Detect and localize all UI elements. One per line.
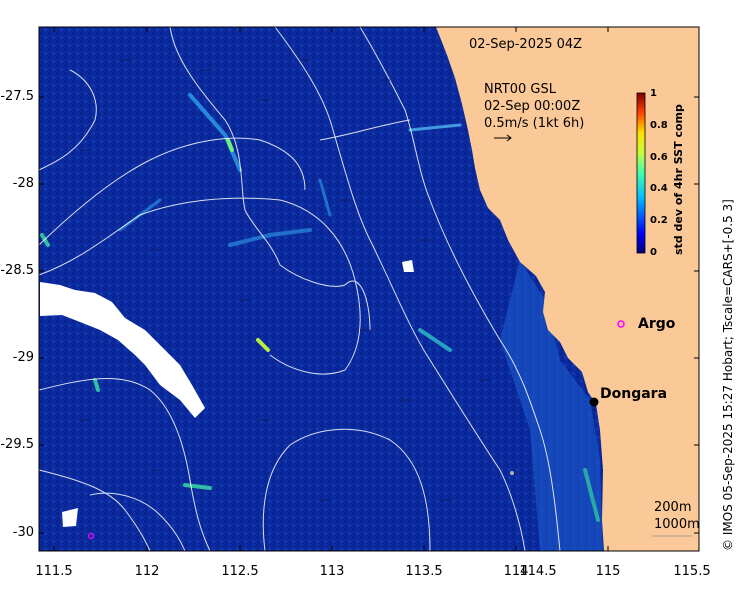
colorbar-tick: 0.6	[650, 152, 668, 163]
x-tick-label: 111.5	[35, 564, 73, 579]
x-tick-label: 113.5	[405, 564, 443, 579]
current-source-label: NRT00 GSL	[484, 82, 556, 97]
y-tick-label: -30	[12, 525, 34, 540]
current-time-label: 02-Sep 00:00Z	[484, 99, 581, 114]
argo-marker-secondary	[87, 532, 95, 540]
cloud-gap	[402, 260, 414, 272]
float-marker	[510, 471, 514, 475]
x-tick-label: 115.5	[673, 564, 711, 579]
x-tick-label: 113	[319, 564, 345, 579]
cloud-gap	[40, 282, 205, 418]
bathymetry-contours	[38, 26, 561, 552]
credit-footer: © IMOS 05-Sep-2025 15:27 Hobart; Tscale=…	[721, 199, 735, 551]
x-tick-label: 112.5	[221, 564, 259, 579]
cloud-gap	[62, 508, 78, 527]
dongara-marker	[589, 397, 599, 407]
argo-marker	[617, 320, 625, 328]
y-tick-label: -29	[12, 350, 34, 365]
land-mass	[436, 27, 699, 551]
y-tick-label: -27.5	[0, 89, 34, 104]
y-tick-label: -29.5	[0, 437, 34, 452]
contour-legend-1000m: 1000m	[654, 517, 700, 532]
x-tick-label: 115	[595, 564, 621, 579]
colorbar-tick: 0.2	[650, 215, 668, 226]
x-tick-label: 112	[134, 564, 160, 579]
place-label-dongara: Dongara	[600, 386, 668, 402]
colorbar-title: std dev of 4hr SST comp	[672, 104, 685, 255]
y-tick-label: -28.5	[0, 263, 34, 278]
colorbar-tick: 0.8	[650, 120, 668, 131]
x-tick-label: 114	[503, 564, 529, 579]
current-vectors	[80, 59, 490, 501]
colorbar-tick: 0.4	[650, 183, 668, 194]
current-scale-arrow	[494, 134, 512, 142]
place-label-argo: Argo	[638, 316, 676, 332]
contour-legend-200m: 200m	[654, 500, 692, 515]
coastal-variability	[500, 260, 603, 551]
plot-frame	[38, 26, 700, 552]
y-tick-label: -28	[12, 176, 34, 191]
x-tick-label: 114.5	[519, 564, 557, 579]
colorbar	[637, 93, 645, 253]
colorbar-tick: 1	[650, 88, 657, 99]
current-scale-label: 0.5m/s (1kt 6h)	[484, 116, 585, 131]
timestamp-label: 02-Sep-2025 04Z	[469, 37, 583, 52]
colorbar-tick: 0	[650, 247, 657, 258]
